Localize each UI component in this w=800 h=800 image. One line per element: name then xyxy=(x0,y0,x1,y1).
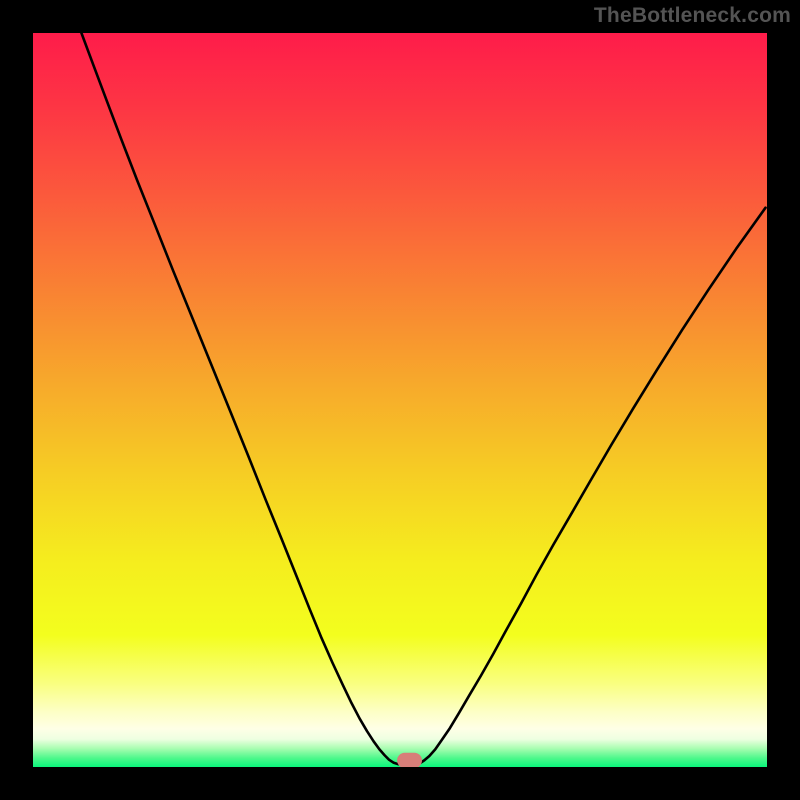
bottleneck-chart xyxy=(33,33,767,767)
heat-gradient-background xyxy=(33,33,767,767)
watermark-text: TheBottleneck.com xyxy=(594,4,791,28)
optimum-marker xyxy=(397,753,422,767)
outer-frame: TheBottleneck.com xyxy=(0,0,800,800)
